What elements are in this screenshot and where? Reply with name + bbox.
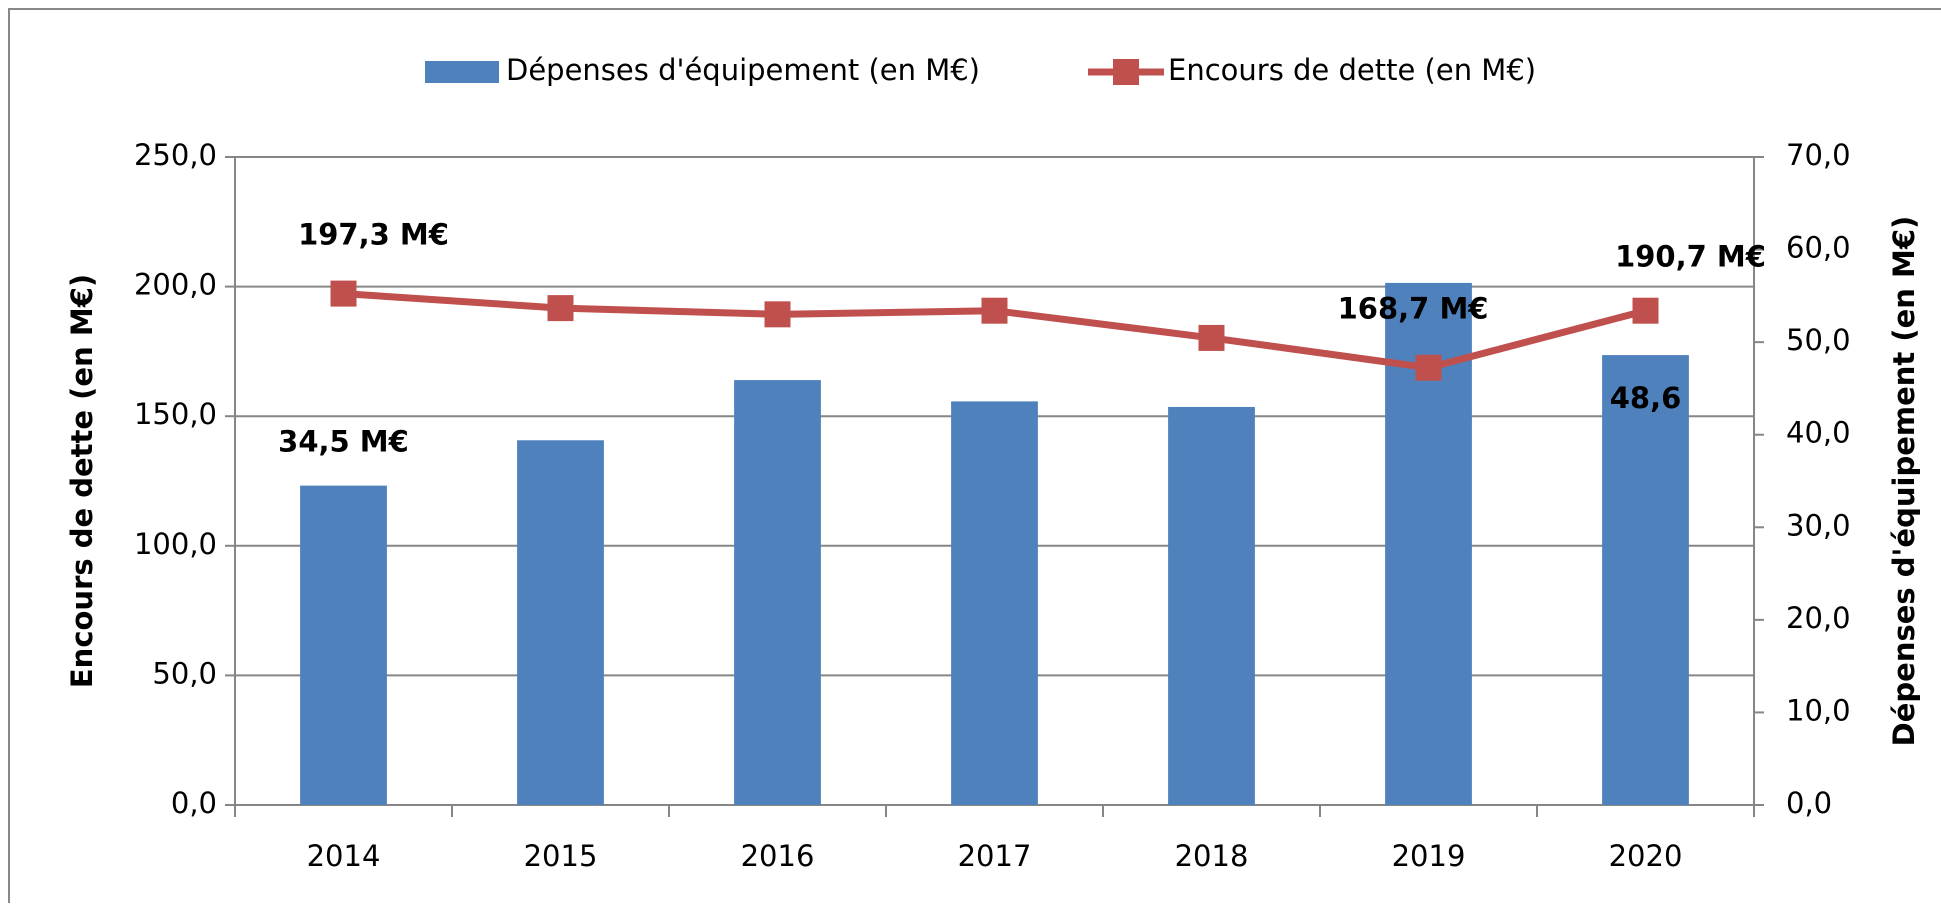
legend-label: Dépenses d'équipement (en M€) [506,53,980,87]
y-tick-label: 150,0 [134,397,217,431]
y-tick-label: 250,0 [134,138,217,172]
bar [951,401,1038,805]
x-tick-label: 2016 [741,839,815,873]
x-tick-label: 2020 [1609,839,1683,873]
bar [1168,406,1255,805]
data-label: 48,6 [1610,381,1682,415]
x-tick-label: 2014 [307,839,381,873]
bar [300,485,387,805]
data-label: 34,5 M€ [278,425,409,459]
y-tick-label: 200,0 [134,268,217,302]
y2-tick-label: 60,0 [1786,231,1851,265]
data-label: 190,7 M€ [1615,240,1766,274]
bar [734,380,821,805]
y2-tick-label: 70,0 [1786,138,1851,172]
line-marker [330,280,357,307]
line-marker [1415,354,1442,381]
legend-swatch [1113,59,1139,85]
data-label: 168,7 M€ [1338,292,1489,326]
y-tick-label: 100,0 [134,527,217,561]
bar [517,440,604,805]
line-marker [1632,297,1659,324]
x-tick-label: 2018 [1175,839,1249,873]
y2-tick-label: 50,0 [1786,323,1851,357]
y2-tick-label: 20,0 [1786,601,1851,635]
y2-tick-label: 10,0 [1786,693,1851,727]
line-marker [547,295,574,322]
y-axis-title: Encours de dette (en M€) [65,274,99,688]
data-label: 197,3 M€ [298,218,449,252]
legend-label: Encours de dette (en M€) [1168,53,1536,87]
y2-tick-label: 40,0 [1786,416,1851,450]
line-marker [764,301,791,328]
line-marker [981,297,1008,324]
y2-tick-label: 30,0 [1786,508,1851,542]
line-marker [1198,324,1225,351]
y2-tick-label: 0,0 [1786,786,1832,820]
bar [1602,355,1689,805]
y-tick-label: 0,0 [171,786,217,820]
x-tick-label: 2019 [1392,839,1466,873]
legend-swatch [425,61,499,83]
x-tick-label: 2015 [524,839,598,873]
x-tick-label: 2017 [958,839,1032,873]
y2-axis-title: Dépenses d'équipement (en M€) [1887,216,1921,747]
y-tick-label: 50,0 [152,656,217,690]
chart-border [8,8,1941,907]
